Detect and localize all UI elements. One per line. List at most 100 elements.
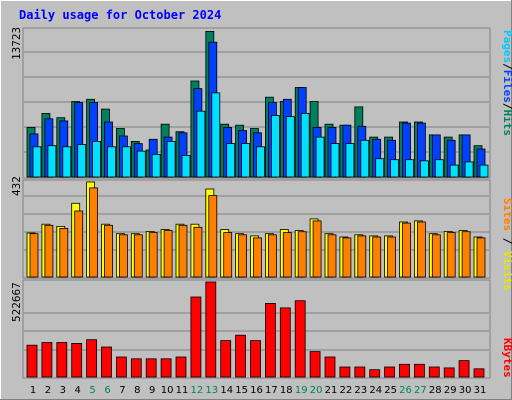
pages-bar-day-23	[360, 139, 370, 178]
sites-bar-day-26	[402, 222, 411, 278]
pages-bar-day-29	[449, 164, 459, 178]
pages-bar-day-31	[479, 164, 489, 178]
sites-bar-day-17	[267, 234, 277, 278]
kbytes-bar-day-3	[56, 342, 68, 378]
pages-bar-day-18	[285, 116, 295, 178]
kbytes-panel: 522667 KBytes	[10, 279, 512, 379]
x-tick-label-day-10: 10	[161, 385, 174, 396]
kbytes-bar-day-2	[41, 342, 53, 378]
sites-bar-day-2	[44, 224, 54, 278]
x-tick-label-day-18: 18	[280, 385, 293, 396]
pages-bar-day-27	[419, 160, 429, 178]
sites-bar-day-29	[446, 232, 456, 278]
sites-bar-day-25	[387, 236, 397, 278]
visits-panel-side-label: Sites / Visits	[501, 198, 512, 291]
pages-bar-day-3	[62, 146, 72, 178]
kbytes-bar-day-23	[354, 366, 366, 378]
pages-bar-day-22	[345, 143, 355, 178]
x-tick-label-day-2: 2	[45, 385, 51, 396]
kbytes-bar-day-30	[458, 360, 470, 378]
pages-bar-day-15	[241, 143, 251, 178]
pages-bar-day-21	[330, 143, 340, 178]
sites-bar-day-15	[238, 234, 248, 278]
sites-bar-day-10	[163, 230, 173, 278]
kbytes-bar-day-29	[443, 367, 455, 378]
sites-bar-day-20	[312, 220, 322, 278]
chart-title: Daily usage for October 2024	[19, 8, 221, 22]
kbytes-bar-day-21	[324, 356, 336, 378]
x-tick-label-day-17: 17	[265, 385, 278, 396]
sites-bar-day-12	[193, 226, 203, 278]
pages-bar-day-26	[405, 159, 414, 178]
pages-bar-day-11	[181, 154, 191, 178]
sites-bar-day-28	[431, 234, 441, 278]
sites-bar-day-27	[416, 221, 426, 278]
pages-bar-day-24	[375, 158, 385, 178]
x-tick-label-day-31: 31	[474, 385, 487, 396]
sites-bar-day-9	[148, 232, 158, 278]
kbytes-bar-day-31	[473, 368, 485, 378]
x-tick-label-day-20: 20	[310, 385, 323, 396]
sites-bar-day-21	[327, 234, 337, 278]
kbytes-bar-day-11	[175, 356, 187, 378]
x-tick-label-day-24: 24	[369, 385, 382, 396]
sites-bar-day-19	[297, 231, 307, 278]
x-tick-label-day-5: 5	[89, 385, 95, 396]
kbytes-bar-day-18	[279, 307, 291, 378]
pages-bar-day-20	[315, 136, 325, 178]
kbytes-bar-day-16	[250, 340, 261, 378]
sites-bar-day-1	[29, 233, 39, 278]
x-tick-label-day-1: 1	[30, 385, 36, 396]
kbytes-bar-day-10	[160, 358, 172, 378]
x-tick-label-day-9: 9	[149, 385, 155, 396]
chart-marks	[24, 30, 489, 378]
sites-bar-day-31	[476, 237, 486, 278]
sites-bar-day-24	[372, 236, 382, 278]
kbytes-bar-day-25	[384, 366, 396, 378]
sites-bar-day-8	[133, 234, 143, 278]
sites-bar-day-11	[178, 224, 188, 278]
x-tick-label-day-16: 16	[250, 385, 263, 396]
x-tick-label-day-28: 28	[429, 385, 442, 396]
pages-bar-day-10	[166, 140, 176, 178]
kbytes-bar-day-1	[26, 344, 38, 378]
side-label-files: Files	[501, 70, 512, 103]
pages-bar-day-16	[256, 146, 265, 178]
x-tick-label-day-13: 13	[205, 385, 218, 396]
kbytes-bar-day-26	[399, 363, 410, 378]
x-tick-label-day-3: 3	[60, 385, 66, 396]
kbytes-panel-ymax-label: 522667	[10, 282, 23, 322]
pages-bar-day-12	[196, 110, 206, 178]
sites-bar-day-13	[208, 195, 218, 278]
kbytes-bar-day-27	[413, 363, 425, 378]
sites-bar-day-23	[357, 235, 367, 278]
pages-bar-day-6	[107, 146, 116, 178]
kbytes-bar-day-14	[220, 340, 232, 378]
x-tick-label-day-30: 30	[459, 385, 472, 396]
x-tick-label-day-29: 29	[444, 385, 457, 396]
sites-bar-day-16	[253, 237, 262, 278]
pages-bar-day-25	[390, 159, 400, 178]
pages-bar-day-7	[122, 146, 131, 178]
sites-bar-day-4	[74, 210, 84, 278]
x-tick-label-day-15: 15	[235, 385, 248, 396]
kbytes-bar-day-28	[428, 366, 440, 378]
x-tick-label-day-22: 22	[340, 385, 353, 396]
sites-bar-day-30	[461, 231, 471, 278]
x-tick-label-day-8: 8	[134, 385, 140, 396]
pages-bar-day-17	[270, 115, 280, 178]
side-label-sites: Sites	[501, 198, 512, 231]
side-label-sep-1: /	[501, 63, 512, 70]
sites-bar-day-3	[59, 227, 69, 278]
x-tick-label-day-6: 6	[104, 385, 110, 396]
pages-bar-day-1	[32, 146, 42, 178]
hits-panel-ymax-label: 13723	[10, 27, 23, 60]
side-label-sep-2: /	[501, 103, 512, 110]
kbytes-bar-day-17	[264, 302, 276, 378]
kbytes-bar-day-7	[116, 356, 127, 378]
kbytes-bar-day-24	[369, 369, 381, 378]
pages-bar-day-28	[434, 159, 444, 178]
kbytes-bar-day-19	[294, 300, 306, 378]
x-tick-label-day-12: 12	[191, 385, 204, 396]
